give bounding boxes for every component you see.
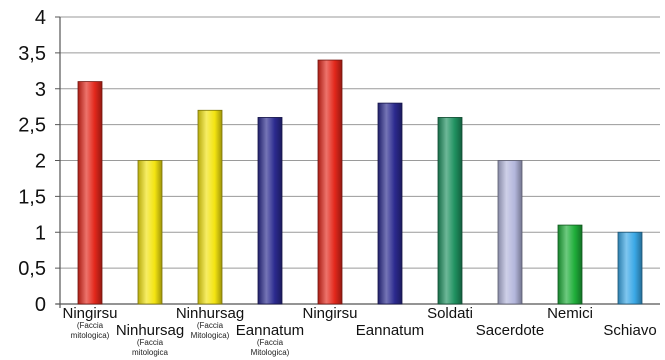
y-tick-label: 0,5: [18, 258, 46, 280]
y-tick-label: 2: [35, 151, 46, 173]
bar: [317, 59, 343, 305]
category-label: Schiavo: [603, 322, 656, 339]
y-tick-label: 1,5: [18, 186, 46, 208]
y-tick-labels: 0 0,5 1 1,5 2 2,5 3 3,5 4: [18, 7, 46, 316]
category-label: Sacerdote: [476, 322, 544, 339]
category-label: Nemici: [547, 305, 593, 322]
bar: [497, 160, 523, 305]
y-tick-label: 0: [35, 294, 46, 316]
bars: [77, 59, 643, 305]
category-note: mitologica): [71, 331, 110, 340]
y-tick-label: 2,5: [18, 115, 46, 137]
bar: [377, 102, 403, 305]
category-label: Ningirsu: [62, 305, 117, 322]
y-tick-label: 4: [35, 7, 46, 29]
category-note: (Faccia: [137, 338, 164, 347]
category-label: Eannatum: [356, 322, 424, 339]
category-note: (Faccia: [197, 321, 224, 330]
category-label: Ningirsu: [302, 305, 357, 322]
bar: [617, 231, 643, 305]
bar: [77, 81, 103, 305]
category-label: Soldati: [427, 305, 473, 322]
category-label: Ninhursag: [176, 305, 244, 322]
bar: [437, 117, 463, 305]
category-note: (Faccia: [77, 321, 104, 330]
category-label: Ninhursag: [116, 322, 184, 339]
bar: [137, 160, 163, 305]
category-note: Mitologica): [251, 348, 290, 357]
y-tick-label: 3: [35, 79, 46, 101]
category-note: Mitologica): [191, 331, 230, 340]
y-tick-label: 3,5: [18, 43, 46, 65]
category-label: Eannatum: [236, 322, 304, 339]
bar: [557, 224, 583, 305]
category-note: mitologica: [132, 348, 169, 357]
y-tick-label: 1: [35, 222, 46, 244]
bar: [197, 109, 223, 305]
category-note: (Faccia: [257, 338, 284, 347]
bar: [257, 117, 283, 305]
